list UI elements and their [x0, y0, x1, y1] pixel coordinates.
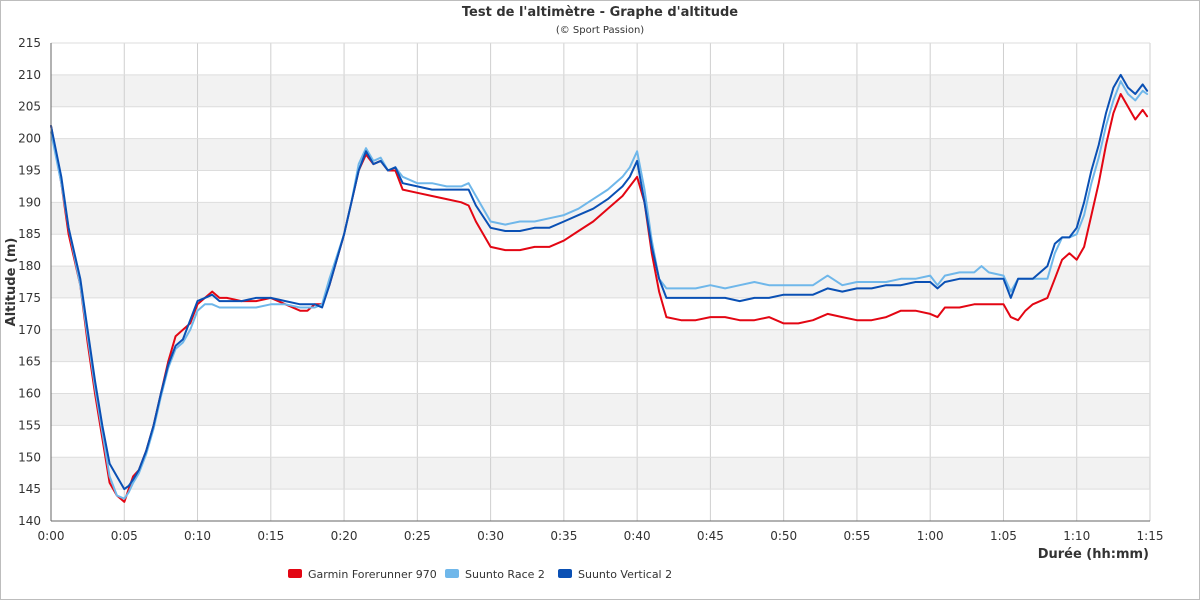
y-tick-label: 180 [18, 259, 41, 273]
background-band [51, 457, 1150, 490]
legend-label: Garmin Forerunner 970 [308, 568, 437, 581]
series-line-3 [50, 73, 1149, 491]
chart-subtitle: (© Sport Passion) [556, 25, 644, 36]
y-tick-labels: 140 145 150 155 160 165 170 175 180 185 190 195 200 2… [18, 36, 41, 528]
chart-title: Test de l'altimètre - Graphe d'altitude [462, 5, 738, 20]
y-tick-label: 195 [18, 163, 41, 177]
y-tick-label: 155 [18, 418, 41, 432]
legend-label: Suunto Vertical 2 [578, 568, 672, 581]
x-tick-label: 0:00 [38, 529, 65, 543]
x-tick-label: 1:15 [1137, 529, 1164, 543]
legend-swatch [558, 569, 572, 578]
x-tick-label: 0:45 [697, 529, 724, 543]
x-tick-label: 0:55 [843, 529, 870, 543]
y-tick-label: 150 [18, 450, 41, 464]
legend-swatch [288, 569, 302, 578]
y-tick-label: 190 [18, 195, 41, 209]
x-tick-label: 0:50 [770, 529, 797, 543]
y-tick-label: 200 [18, 132, 41, 146]
y-axis-label: Altitude (m) [4, 238, 19, 327]
y-tick-label: 175 [18, 291, 41, 305]
background-band [51, 329, 1150, 362]
x-tick-label: 0:20 [331, 529, 358, 543]
legend-item: Garmin Forerunner 970 [288, 568, 437, 581]
x-tick-labels: 0:00 0:05 0:10 0:15 0:20 0:25 0:30 0:35 0:40 0:45… [38, 529, 1164, 543]
background-band [51, 393, 1150, 426]
y-tick-label: 215 [18, 36, 41, 50]
legend-item: Suunto Race 2 [445, 568, 545, 581]
y-tick-label: 145 [18, 482, 41, 496]
y-tick-label: 140 [18, 514, 41, 528]
background-band [51, 202, 1150, 235]
y-tick-label: 185 [18, 227, 41, 241]
legend: Garmin Forerunner 970 Suunto Race 2 Suunto… [288, 568, 672, 581]
y-tick-label: 210 [18, 68, 41, 82]
background-bands [51, 74, 1150, 490]
y-tick-label: 160 [18, 387, 41, 401]
series-lines [50, 73, 1149, 503]
x-tick-label: 1:10 [1063, 529, 1090, 543]
y-tick-label: 205 [18, 100, 41, 114]
x-tick-label: 0:15 [257, 529, 284, 543]
legend-swatch [445, 569, 459, 578]
background-band [51, 138, 1150, 171]
background-band [51, 266, 1150, 298]
x-tick-label: 0:40 [624, 529, 651, 543]
x-tick-label: 0:35 [550, 529, 577, 543]
x-tick-label: 0:05 [111, 529, 138, 543]
x-tick-label: 0:10 [184, 529, 211, 543]
legend-item: Suunto Vertical 2 [558, 568, 672, 581]
series-line-2 [50, 80, 1149, 500]
x-tick-label: 1:00 [917, 529, 944, 543]
background-band [51, 74, 1150, 107]
x-tick-label: 1:05 [990, 529, 1017, 543]
legend-label: Suunto Race 2 [465, 568, 545, 581]
x-tick-label: 0:25 [404, 529, 431, 543]
series-line-1 [50, 93, 1149, 503]
x-axis-label: Durée (hh:mm) [1038, 547, 1149, 562]
y-tick-label: 170 [18, 323, 41, 337]
y-tick-label: 165 [18, 355, 41, 369]
x-tick-label: 0:30 [477, 529, 504, 543]
